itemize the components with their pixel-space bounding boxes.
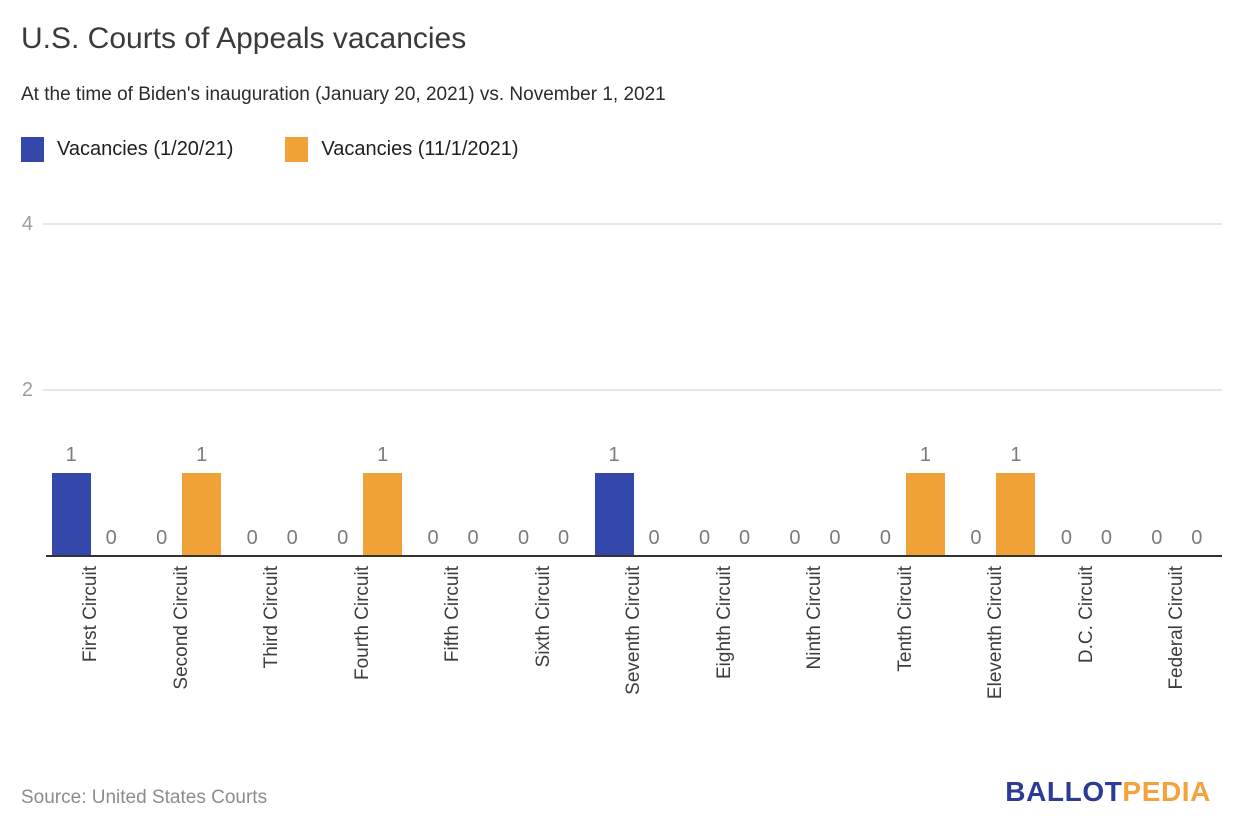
value-label: 0 <box>829 527 841 549</box>
value-label: 1 <box>196 444 208 466</box>
value-label: 0 <box>1151 527 1163 549</box>
value-label: 0 <box>105 527 117 549</box>
value-label: 0 <box>1060 527 1072 549</box>
value-label: 1 <box>919 444 932 466</box>
value-label: 1 <box>65 444 77 466</box>
x-axis-label-cell: Ninth Circuit <box>770 566 860 756</box>
value-label: 1 <box>608 444 620 466</box>
x-axis-label-cell: Sixth Circuit <box>498 566 588 756</box>
category-label: Third Circuit <box>261 566 283 669</box>
value-label: 0 <box>286 527 298 549</box>
value-label: 0 <box>879 527 892 549</box>
chart-title: U.S. Courts of Appeals vacancies <box>21 22 467 55</box>
category-label: D.C. Circuit <box>1075 566 1097 664</box>
bar[interactable]: 1 <box>51 444 91 556</box>
bar[interactable]: 1 <box>905 444 945 556</box>
x-axis-line <box>46 555 1222 557</box>
bar[interactable]: 1 <box>996 444 1036 556</box>
logo-ballot-text: BALLOT <box>1005 776 1123 807</box>
value-label: 0 <box>789 527 801 549</box>
category-label: Tenth Circuit <box>894 566 916 672</box>
x-axis-label-cell: Fourth Circuit <box>317 566 407 756</box>
bar[interactable]: 1 <box>594 444 634 556</box>
value-label: 0 <box>648 527 660 549</box>
x-axis-label-cell: Third Circuit <box>227 566 317 756</box>
legend-swatch-blue <box>21 137 44 162</box>
x-axis-label-cell: Eleventh Circuit <box>951 566 1041 756</box>
value-label: 1 <box>377 444 389 466</box>
value-label: 1 <box>1010 444 1022 466</box>
logo-pedia-text: PEDIA <box>1122 776 1211 807</box>
chart-subtitle: At the time of Biden's inauguration (Jan… <box>21 84 666 105</box>
value-label: 0 <box>156 527 168 549</box>
category-label: Fourth Circuit <box>351 566 373 681</box>
x-axis-label-cell: Federal Circuit <box>1132 566 1222 756</box>
category-label: Second Circuit <box>170 566 192 690</box>
y-axis-tick-label: 2 <box>21 379 33 401</box>
category-label: Seventh Circuit <box>623 566 645 695</box>
y-axis-tick-label: 4 <box>21 213 33 235</box>
ballotpedia-logo: BALLOTPEDIA <box>1005 776 1211 808</box>
legend-item-series1: Vacancies (1/20/21) <box>21 137 233 162</box>
category-label: Fifth Circuit <box>442 566 464 663</box>
bar[interactable]: 1 <box>363 444 403 556</box>
legend-label: Vacancies (11/1/2021) <box>321 138 519 160</box>
x-axis-label-cell: First Circuit <box>46 566 136 756</box>
value-label: 0 <box>1100 527 1112 549</box>
value-label: 0 <box>467 527 479 549</box>
category-label: Eleventh Circuit <box>985 566 1007 700</box>
x-axis-label-cell: Seventh Circuit <box>589 566 679 756</box>
legend: Vacancies (1/20/21) Vacancies (11/1/2021… <box>21 137 519 162</box>
value-label: 0 <box>246 527 258 549</box>
source-note: Source: United States Courts <box>21 787 268 808</box>
category-label: First Circuit <box>80 566 102 663</box>
value-label: 0 <box>970 527 982 549</box>
category-label: Federal Circuit <box>1165 566 1187 690</box>
x-axis-label-cell: Eighth Circuit <box>679 566 769 756</box>
x-axis-labels: First Circuit Second Circuit Third Circuit… <box>46 566 1222 756</box>
category-label: Ninth Circuit <box>804 566 826 670</box>
category-label: Sixth Circuit <box>532 566 554 668</box>
value-label: 0 <box>698 527 711 549</box>
gridline <box>43 389 1222 391</box>
category-label: Eighth Circuit <box>713 566 735 679</box>
x-axis-label-cell: Fifth Circuit <box>408 566 498 756</box>
legend-swatch-orange <box>285 137 309 162</box>
x-axis-label-cell: D.C. Circuit <box>1041 566 1131 756</box>
legend-label: Vacancies (1/20/21) <box>57 138 234 160</box>
value-label: 0 <box>558 527 570 549</box>
value-label: 0 <box>518 527 530 549</box>
value-label: 0 <box>427 527 439 549</box>
value-label: 0 <box>738 527 751 549</box>
x-axis-label-cell: Tenth Circuit <box>860 566 950 756</box>
gridline <box>43 223 1222 225</box>
legend-item-series2: Vacancies (11/1/2021) <box>285 137 519 162</box>
value-label: 0 <box>337 527 349 549</box>
bar[interactable]: 1 <box>182 444 222 556</box>
x-axis-label-cell: Second Circuit <box>136 566 226 756</box>
value-label: 0 <box>1191 527 1203 549</box>
